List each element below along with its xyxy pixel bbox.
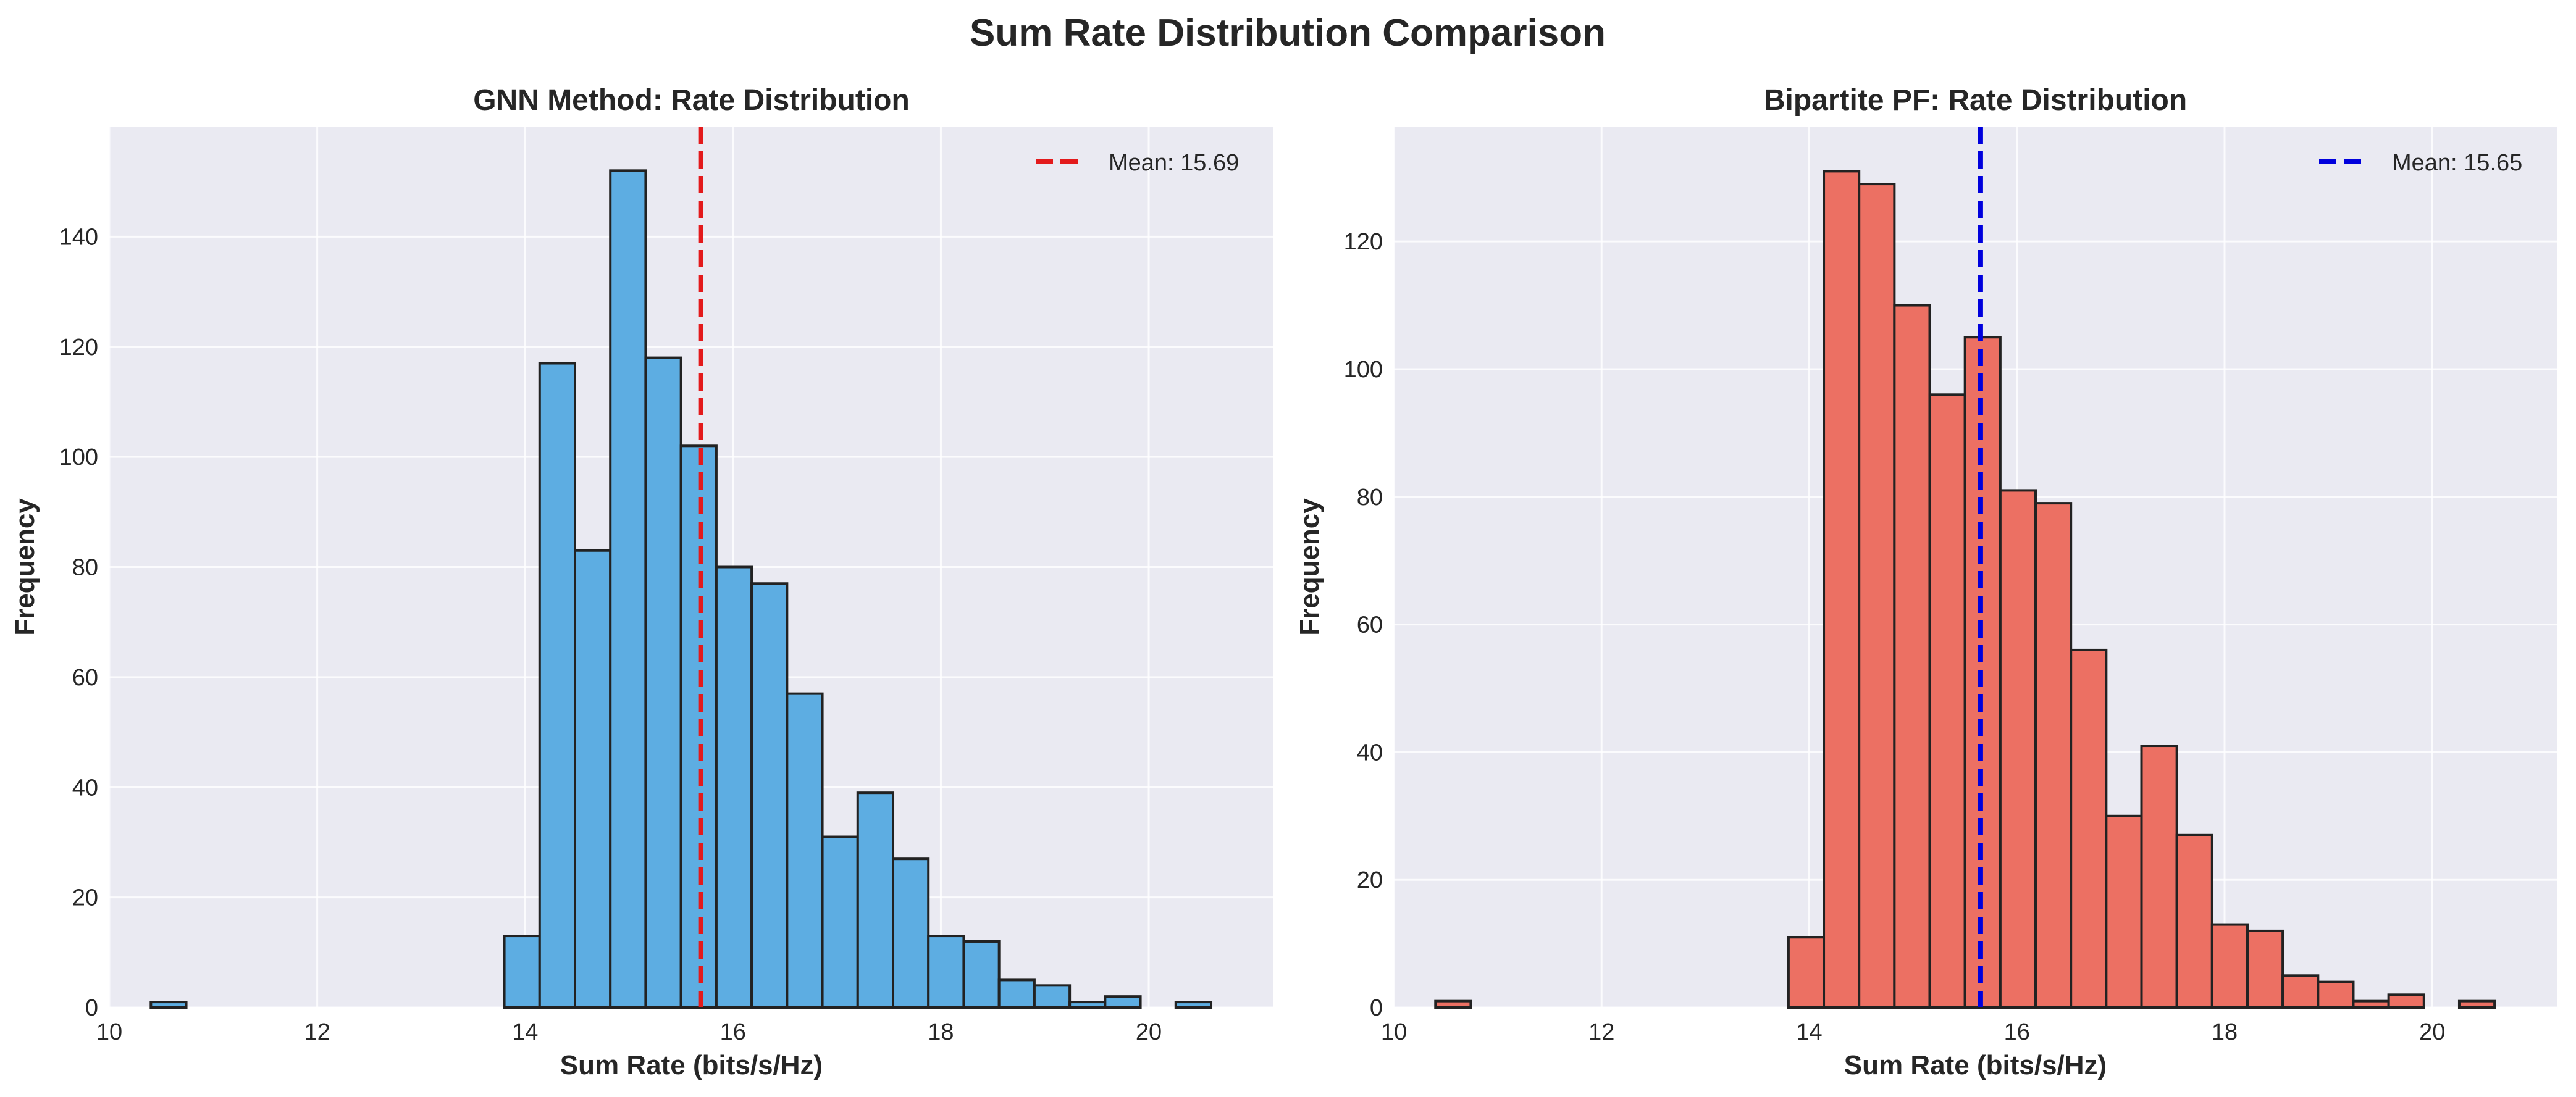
y-tick-label: 80 (1357, 485, 1383, 511)
y-tick-label: 100 (1344, 357, 1383, 383)
x-axis-label: Sum Rate (bits/s/Hz) (560, 1050, 823, 1080)
histogram-bar (997, 978, 1036, 1009)
histogram-bar (821, 835, 859, 1009)
y-tick-label: 40 (72, 775, 98, 801)
y-tick-label: 80 (72, 555, 98, 581)
histogram-bar (786, 692, 824, 1009)
y-tick-label: 0 (85, 995, 98, 1021)
histogram-bar (1787, 936, 1826, 1009)
histogram-bar (1823, 170, 1861, 1009)
histogram-bar (2387, 993, 2425, 1009)
histogram-bar (927, 935, 965, 1009)
histogram-bar (750, 582, 789, 1009)
x-axis-label: Sum Rate (bits/s/Hz) (1844, 1050, 2107, 1080)
histogram-bar (2281, 974, 2320, 1009)
histogram-bar (503, 935, 541, 1009)
histogram-bar (1434, 999, 1472, 1009)
x-tick-label: 20 (1136, 1019, 1162, 1045)
x-tick-label: 10 (1381, 1019, 1407, 1045)
x-tick-label: 20 (2419, 1019, 2445, 1045)
histogram-bar (2070, 648, 2108, 1009)
y-tick-label: 120 (1344, 229, 1383, 255)
subplot-title: Bipartite PF: Rate Distribution (1764, 84, 2187, 117)
histogram-bar (644, 356, 682, 1009)
x-tick-label: 12 (304, 1019, 330, 1045)
x-tick-label: 18 (928, 1019, 954, 1045)
histogram-bar (1999, 489, 2037, 1009)
histogram-bar (856, 791, 895, 1009)
x-tick-label: 12 (1588, 1019, 1614, 1045)
histogram-bar (1104, 995, 1142, 1009)
histogram-bar (962, 940, 1001, 1009)
histogram-bar (574, 549, 612, 1009)
histogram-bar (2034, 502, 2073, 1009)
histogram-bar (1928, 393, 1966, 1009)
histogram-bar (2352, 999, 2390, 1009)
y-tick-label: 140 (59, 224, 98, 250)
bipartite-pf-panel: Bipartite PF: Rate Distribution 10 12 14 16 1… (1294, 84, 2557, 1080)
histogram-bar (149, 1001, 188, 1009)
histogram-bar (2175, 833, 2213, 1009)
y-tick-label: 120 (59, 335, 98, 361)
legend-label: Mean: 15.65 (2392, 150, 2522, 176)
y-tick-label: 60 (1357, 612, 1383, 638)
histogram-bar (1858, 183, 1896, 1009)
x-tick-label: 16 (2004, 1019, 2030, 1045)
x-tick-label: 18 (2212, 1019, 2238, 1045)
histogram-bar (2246, 929, 2284, 1009)
histogram-bar (609, 169, 647, 1009)
y-tick-label: 20 (72, 885, 98, 911)
histogram-bar (2140, 745, 2178, 1009)
subplot-title: GNN Method: Rate Distribution (473, 84, 910, 117)
x-tick-label: 14 (512, 1019, 538, 1045)
x-tick-label: 16 (720, 1019, 746, 1045)
histogram-bar (2457, 999, 2496, 1009)
histogram-bar (1893, 304, 1931, 1009)
y-axis-label: Frequency (10, 498, 40, 636)
legend-label: Mean: 15.69 (1109, 150, 1239, 176)
histogram-bar (892, 857, 930, 1009)
y-tick-label: 0 (1370, 995, 1383, 1021)
y-tick-label: 20 (1357, 867, 1383, 893)
histogram-bar (1174, 1001, 1213, 1009)
histogram-bar (2105, 814, 2143, 1009)
gnn-panel: GNN Method: Rate Distribution 10 12 14 16 18 2… (10, 84, 1273, 1080)
histogram-bar (538, 362, 577, 1009)
x-tick-label: 10 (96, 1019, 122, 1045)
histogram-bar (1033, 984, 1072, 1009)
y-tick-label: 40 (1357, 740, 1383, 765)
y-tick-label: 60 (72, 665, 98, 691)
histogram-bar (2210, 923, 2249, 1009)
figure-title: Sum Rate Distribution Comparison (970, 12, 1606, 54)
y-tick-label: 100 (59, 444, 98, 470)
histogram-bar (2317, 980, 2355, 1009)
histogram-bar (1068, 1001, 1107, 1009)
x-tick-label: 14 (1796, 1019, 1822, 1045)
y-axis-label: Frequency (1294, 498, 1325, 636)
histogram-bar (715, 565, 753, 1009)
